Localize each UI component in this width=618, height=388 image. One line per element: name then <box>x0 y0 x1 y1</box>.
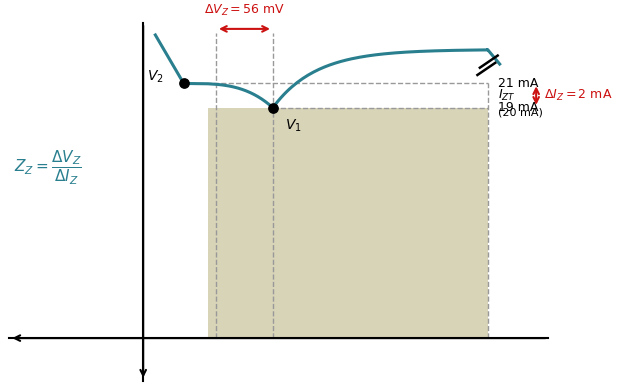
Text: $I_{ZT}$: $I_{ZT}$ <box>497 88 515 103</box>
Text: $\Delta V_Z = 56\ \mathrm{mV}$: $\Delta V_Z = 56\ \mathrm{mV}$ <box>204 3 285 18</box>
Text: $V_1$: $V_1$ <box>285 118 302 134</box>
Text: 21 mA: 21 mA <box>497 77 538 90</box>
Point <box>179 80 188 87</box>
Text: $Z_Z = \dfrac{\Delta V_Z}{\Delta I_Z}$: $Z_Z = \dfrac{\Delta V_Z}{\Delta I_Z}$ <box>14 149 82 187</box>
Text: 19 mA: 19 mA <box>497 101 538 114</box>
Point <box>268 105 277 111</box>
Text: (20 mA): (20 mA) <box>497 107 543 118</box>
Text: $\Delta I_Z = 2\ \mathrm{mA}$: $\Delta I_Z = 2\ \mathrm{mA}$ <box>544 88 613 103</box>
Text: $V_2$: $V_2$ <box>147 69 164 85</box>
Bar <box>208 108 488 338</box>
